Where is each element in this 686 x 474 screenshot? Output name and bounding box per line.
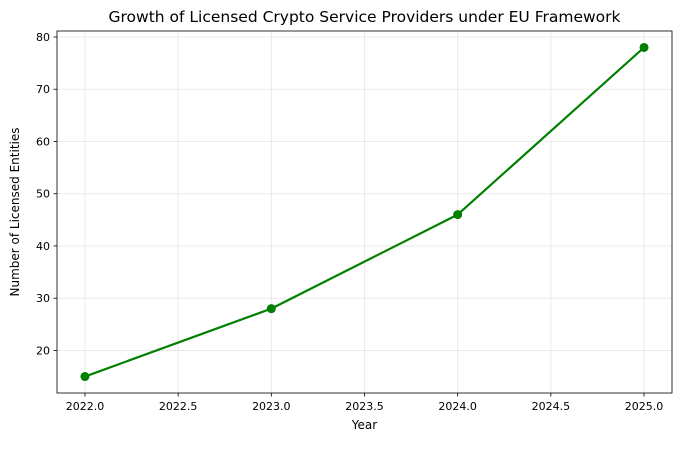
data-point	[80, 372, 90, 382]
data-point	[639, 42, 649, 52]
y-axis-label: Number of Licensed Entities	[8, 128, 22, 297]
y-tick-label: 40	[36, 240, 50, 253]
data-point	[266, 304, 276, 314]
x-tick-label: 2024.0	[438, 400, 477, 413]
x-tick-label: 2024.5	[532, 400, 571, 413]
x-tick-label: 2023.5	[345, 400, 384, 413]
chart-title: Growth of Licensed Crypto Service Provid…	[108, 8, 620, 26]
y-tick-label: 20	[36, 344, 50, 357]
series-line	[83, 46, 646, 378]
x-tick-label: 2022.5	[159, 400, 198, 413]
x-tick-label: 2023.0	[252, 400, 291, 413]
data-point	[453, 210, 463, 220]
y-tick-label: 70	[36, 83, 50, 96]
x-axis-ticks: 2022.0 2022.5 2023.0 2023.5 2024.0 2024.5 2025…	[66, 393, 664, 413]
y-tick-label: 80	[36, 31, 50, 44]
y-tick-label: 60	[36, 135, 50, 148]
y-axis-ticks: 20 30 40 50 60 70 80	[36, 31, 57, 357]
series-layer	[80, 42, 649, 382]
x-tick-label: 2025.0	[625, 400, 664, 413]
x-tick-label: 2022.0	[66, 400, 105, 413]
y-tick-label: 30	[36, 292, 50, 305]
x-axis-label: Year	[351, 418, 377, 432]
y-tick-label: 50	[36, 188, 50, 201]
